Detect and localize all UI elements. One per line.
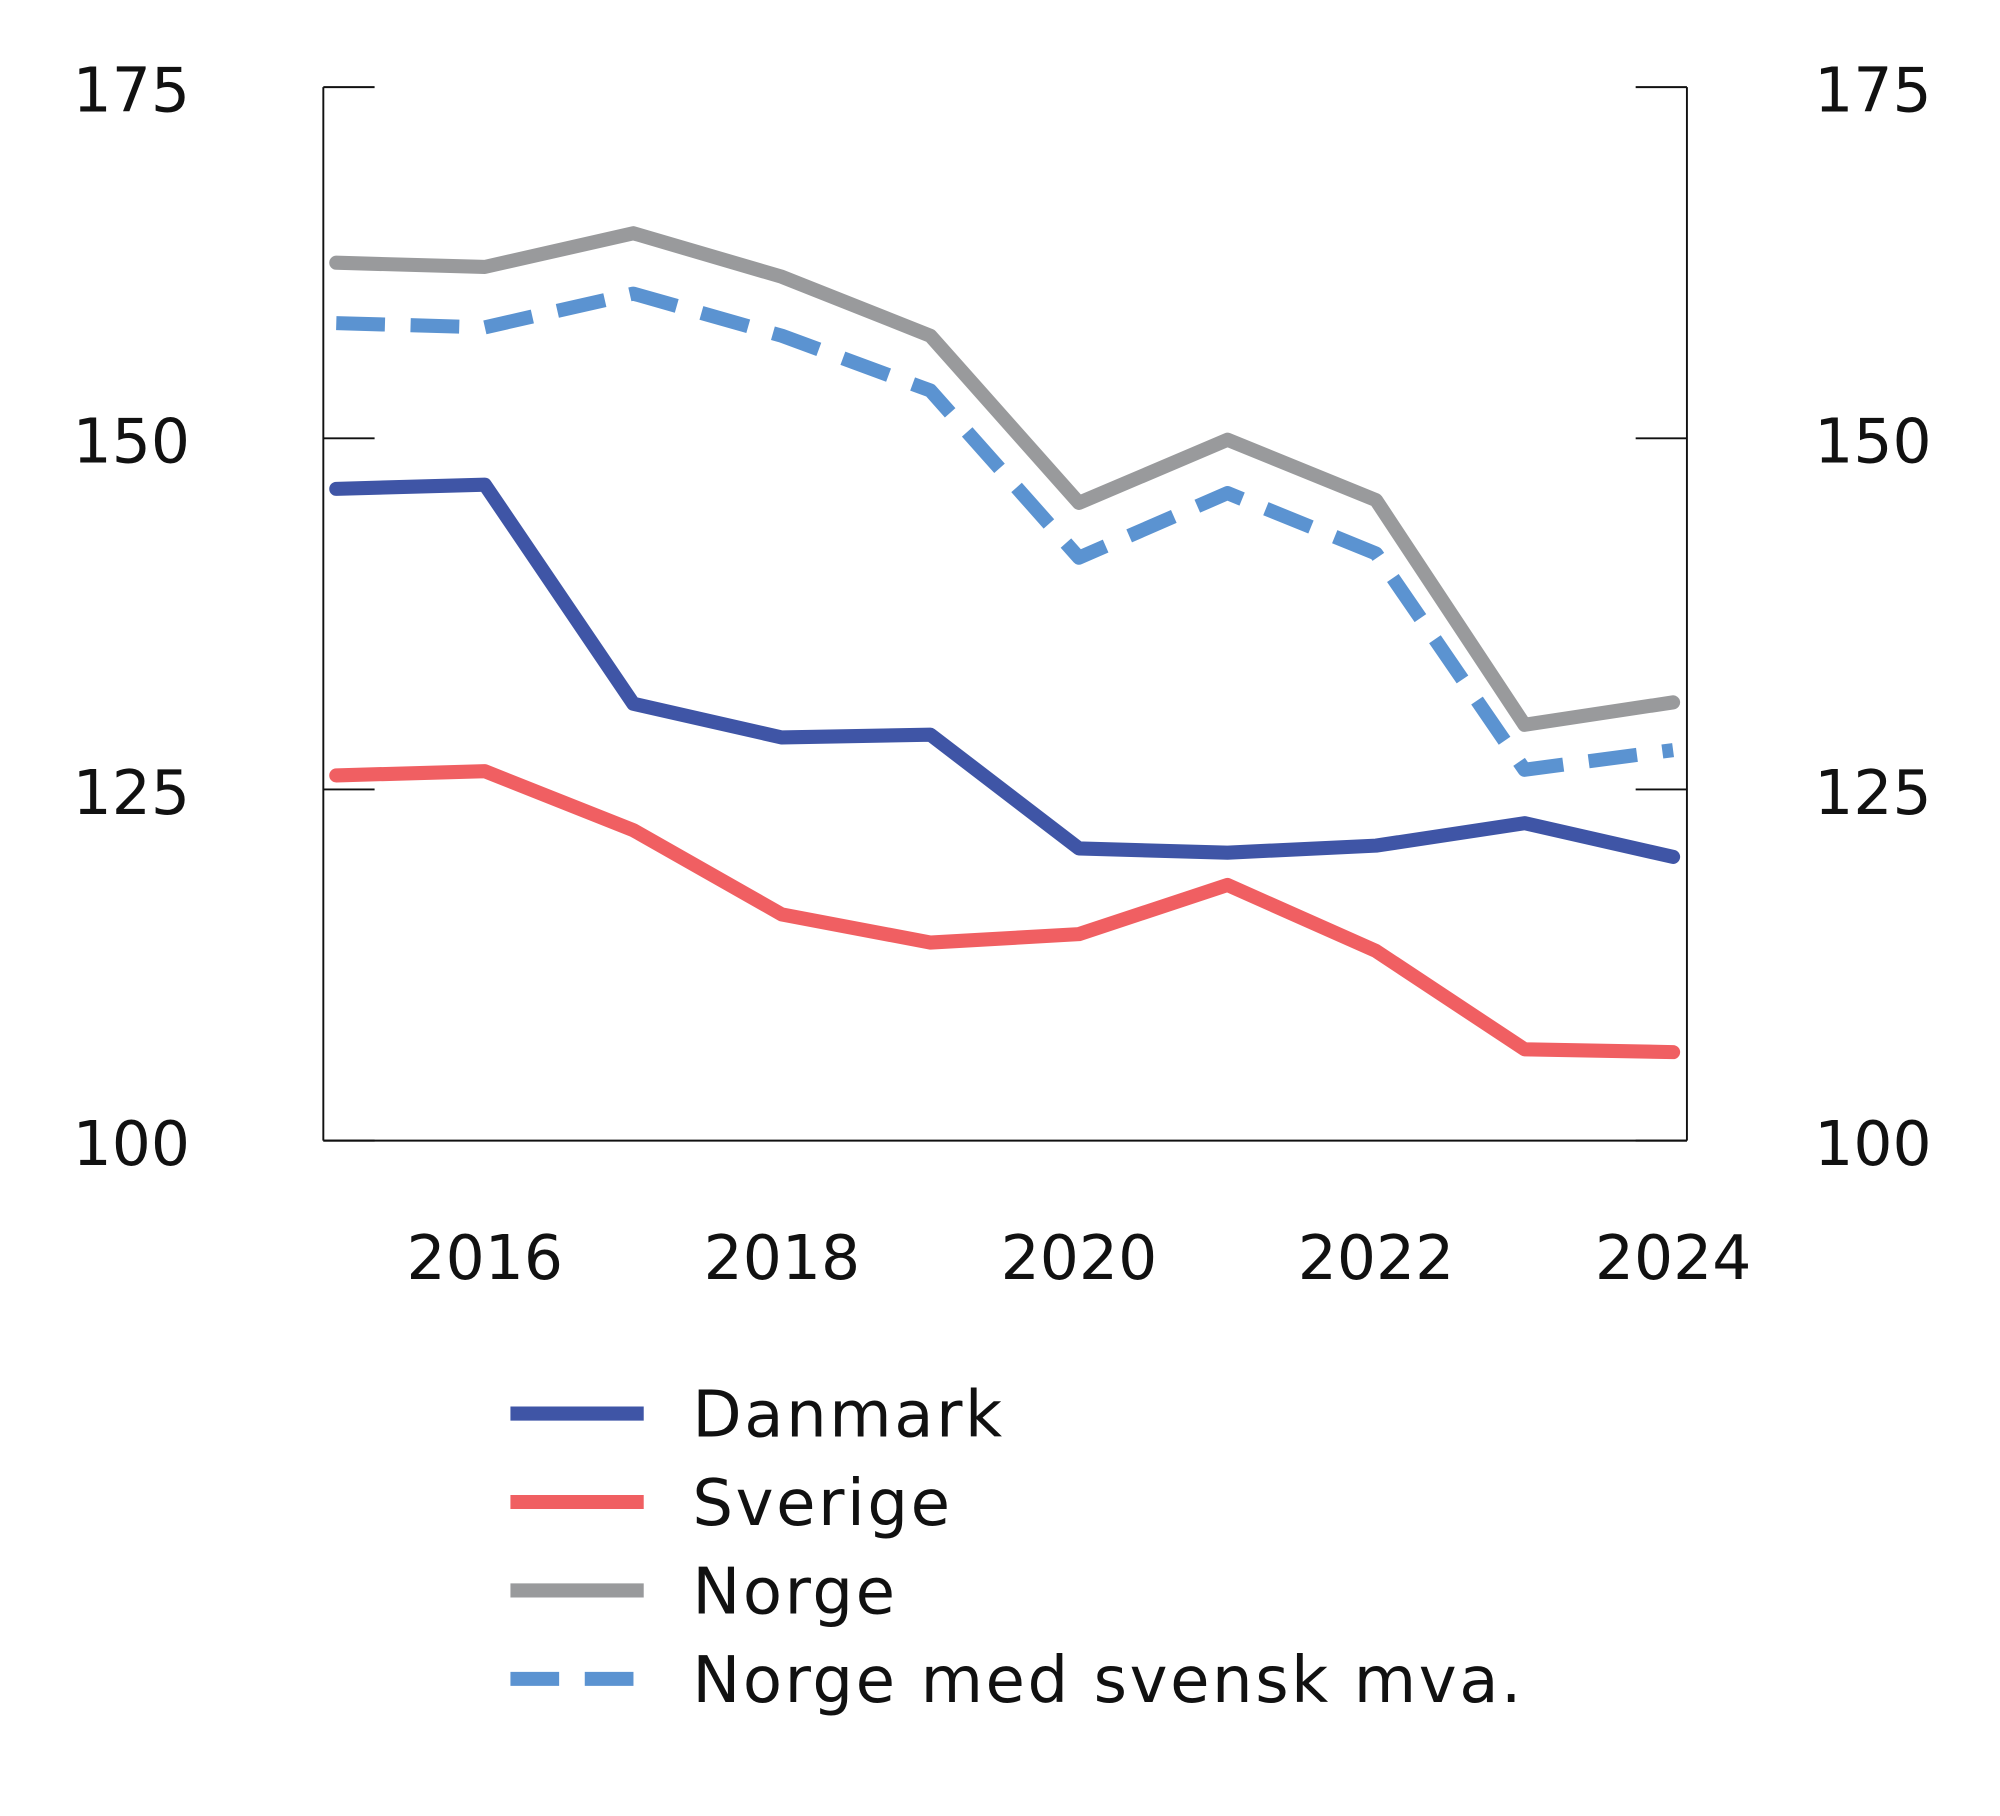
right-tick-label: 150 [1814, 406, 1931, 478]
right-tick-label: 100 [1814, 1108, 1931, 1180]
series-line-sverige [329, 764, 1681, 1060]
series-line-danmark [329, 477, 1681, 864]
series-line-norge-med-svensk-mva- [336, 286, 1675, 777]
legend-label: Danmark [692, 1379, 1004, 1453]
x-tick-label: 2024 [1595, 1222, 1752, 1294]
left-tick-label: 175 [73, 54, 190, 126]
x-tick-label: 2020 [1001, 1222, 1158, 1294]
legend-label: Norge med svensk mva. [692, 1644, 1524, 1718]
x-tick-label: 2016 [407, 1222, 564, 1294]
left-tick-label: 150 [73, 406, 190, 478]
axes: 100 100 125 125 150 150 175 175 2016 2018 2020 2022… [73, 54, 1932, 1294]
legend-label: Norge [692, 1556, 897, 1630]
left-tick-label: 100 [73, 1108, 190, 1180]
series-line-norge [329, 226, 1681, 732]
x-tick-label: 2018 [704, 1222, 861, 1294]
right-tick-label: 125 [1814, 757, 1931, 829]
right-tick-label: 175 [1814, 54, 1931, 126]
left-tick-label: 125 [73, 757, 190, 829]
legend: Danmark Sverige Norge Norge med svensk mva. [510, 1379, 1524, 1718]
x-tick-label: 2022 [1298, 1222, 1455, 1294]
legend-label: Sverige [692, 1467, 952, 1541]
series-lines [329, 226, 1681, 1060]
